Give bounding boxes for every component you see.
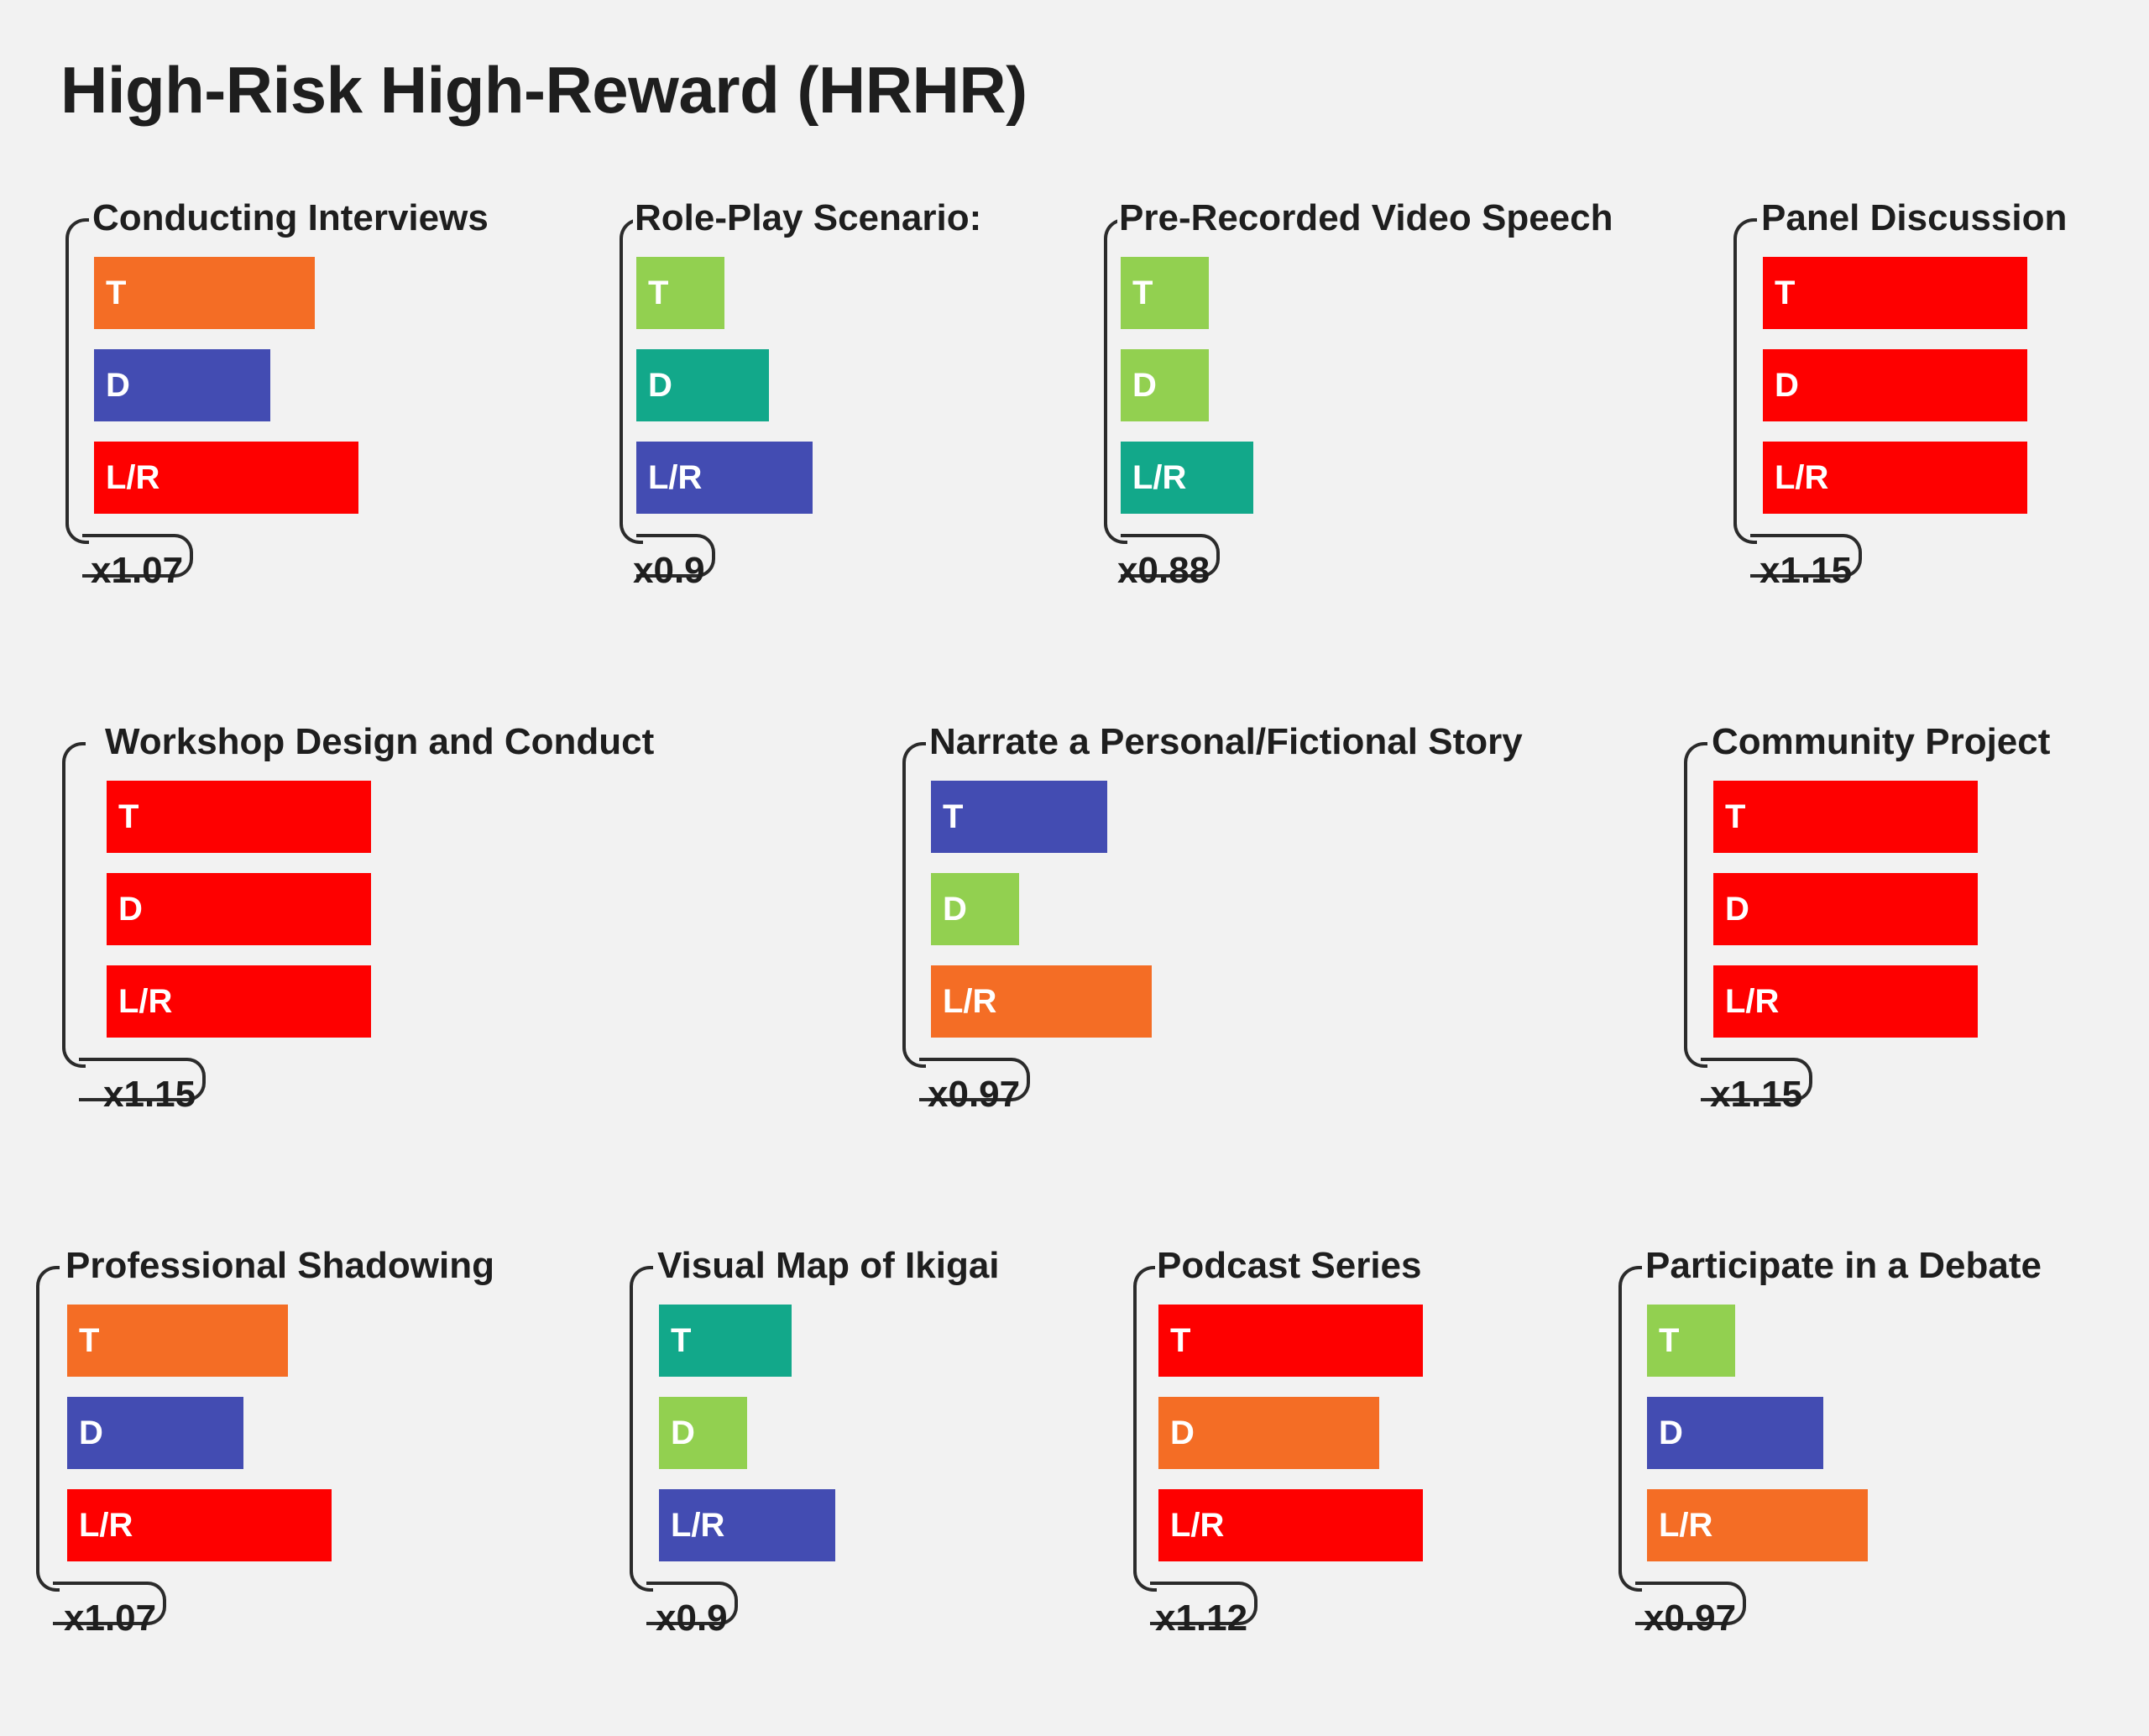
score-bar-lr: L/R — [1713, 965, 1978, 1038]
multiplier-value: x0.97 — [928, 1074, 1021, 1115]
score-bar-lr: L/R — [659, 1489, 835, 1561]
bracket-tail — [1150, 1582, 1258, 1625]
bracket-line — [1733, 218, 1757, 544]
activity-title: Panel Discussion — [1759, 196, 2068, 240]
multiplier-value: x1.15 — [103, 1074, 196, 1115]
score-bar-lr: L/R — [1647, 1489, 1868, 1561]
activity-title: Workshop Design and Conduct — [103, 720, 655, 764]
score-bar-lr: L/R — [1763, 442, 2027, 514]
bracket-tail — [919, 1058, 1031, 1101]
page-title: High-Risk High-Reward (HRHR) — [60, 53, 1027, 127]
score-bar-t: T — [1763, 257, 2027, 329]
multiplier-value: x1.07 — [91, 550, 184, 591]
bracket-line — [620, 218, 643, 544]
score-bar-t: T — [94, 257, 315, 329]
activity-title: Pre-Recorded Video Speech — [1117, 196, 1613, 240]
bracket-line — [1133, 1266, 1157, 1592]
activity-title: Conducting Interviews — [91, 196, 489, 240]
score-bar-d: D — [67, 1397, 243, 1469]
score-bar-d: D — [1158, 1397, 1379, 1469]
score-bar-t: T — [107, 781, 371, 853]
score-bar-lr: L/R — [94, 442, 358, 514]
multiplier-value: x1.07 — [64, 1597, 157, 1639]
score-bar-d: D — [1121, 349, 1209, 421]
bracket-tail — [646, 1582, 738, 1625]
score-bar-t: T — [931, 781, 1107, 853]
activity-title: Participate in a Debate — [1644, 1244, 2042, 1288]
score-bar-lr: L/R — [636, 442, 813, 514]
bracket-line — [1684, 742, 1707, 1068]
score-bar-d: D — [1713, 873, 1978, 945]
bracket-line — [1618, 1266, 1642, 1592]
score-bar-d: D — [107, 873, 371, 945]
bracket-tail — [79, 1058, 207, 1101]
bracket-line — [1104, 218, 1127, 544]
multiplier-value: x0.88 — [1117, 550, 1210, 591]
score-bar-d: D — [1763, 349, 2027, 421]
bracket-line — [36, 1266, 60, 1592]
score-bar-lr: L/R — [107, 965, 371, 1038]
bracket-tail — [636, 534, 715, 578]
multiplier-value: x1.15 — [1759, 550, 1853, 591]
bracket-tail — [1635, 1582, 1747, 1625]
score-bar-lr: L/R — [1158, 1489, 1423, 1561]
multiplier-value: x0.97 — [1644, 1597, 1737, 1639]
bracket-tail — [1121, 534, 1221, 578]
activity-title: Narrate a Personal/Fictional Story — [928, 720, 1523, 764]
multiplier-value: x1.15 — [1710, 1074, 1803, 1115]
score-bar-d: D — [659, 1397, 747, 1469]
score-bar-lr: L/R — [931, 965, 1152, 1038]
activity-title: Professional Shadowing — [64, 1244, 494, 1288]
score-bar-d: D — [636, 349, 769, 421]
activity-title: Podcast Series — [1155, 1244, 1422, 1288]
score-bar-d: D — [94, 349, 270, 421]
bracket-tail — [82, 534, 194, 578]
bracket-line — [902, 742, 926, 1068]
activity-title: Role-Play Scenario: — [633, 196, 982, 240]
score-bar-d: D — [931, 873, 1019, 945]
bracket-line — [65, 218, 89, 544]
multiplier-value: x0.9 — [656, 1597, 728, 1639]
score-bar-t: T — [1647, 1305, 1735, 1377]
score-bar-t: T — [1121, 257, 1209, 329]
score-bar-t: T — [1713, 781, 1978, 853]
bracket-line — [62, 742, 86, 1068]
score-bar-lr: L/R — [67, 1489, 332, 1561]
score-bar-t: T — [67, 1305, 288, 1377]
score-bar-t: T — [1158, 1305, 1423, 1377]
bracket-tail — [53, 1582, 167, 1625]
score-bar-d: D — [1647, 1397, 1823, 1469]
score-bar-t: T — [659, 1305, 792, 1377]
multiplier-value: x1.12 — [1155, 1597, 1248, 1639]
activity-title: Visual Map of Ikigai — [656, 1244, 1000, 1288]
bracket-tail — [1750, 534, 1863, 578]
bracket-tail — [1701, 1058, 1813, 1101]
score-bar-lr: L/R — [1121, 442, 1253, 514]
score-bar-t: T — [636, 257, 724, 329]
bracket-line — [630, 1266, 653, 1592]
activity-title: Community Project — [1710, 720, 2051, 764]
multiplier-value: x0.9 — [633, 550, 705, 591]
